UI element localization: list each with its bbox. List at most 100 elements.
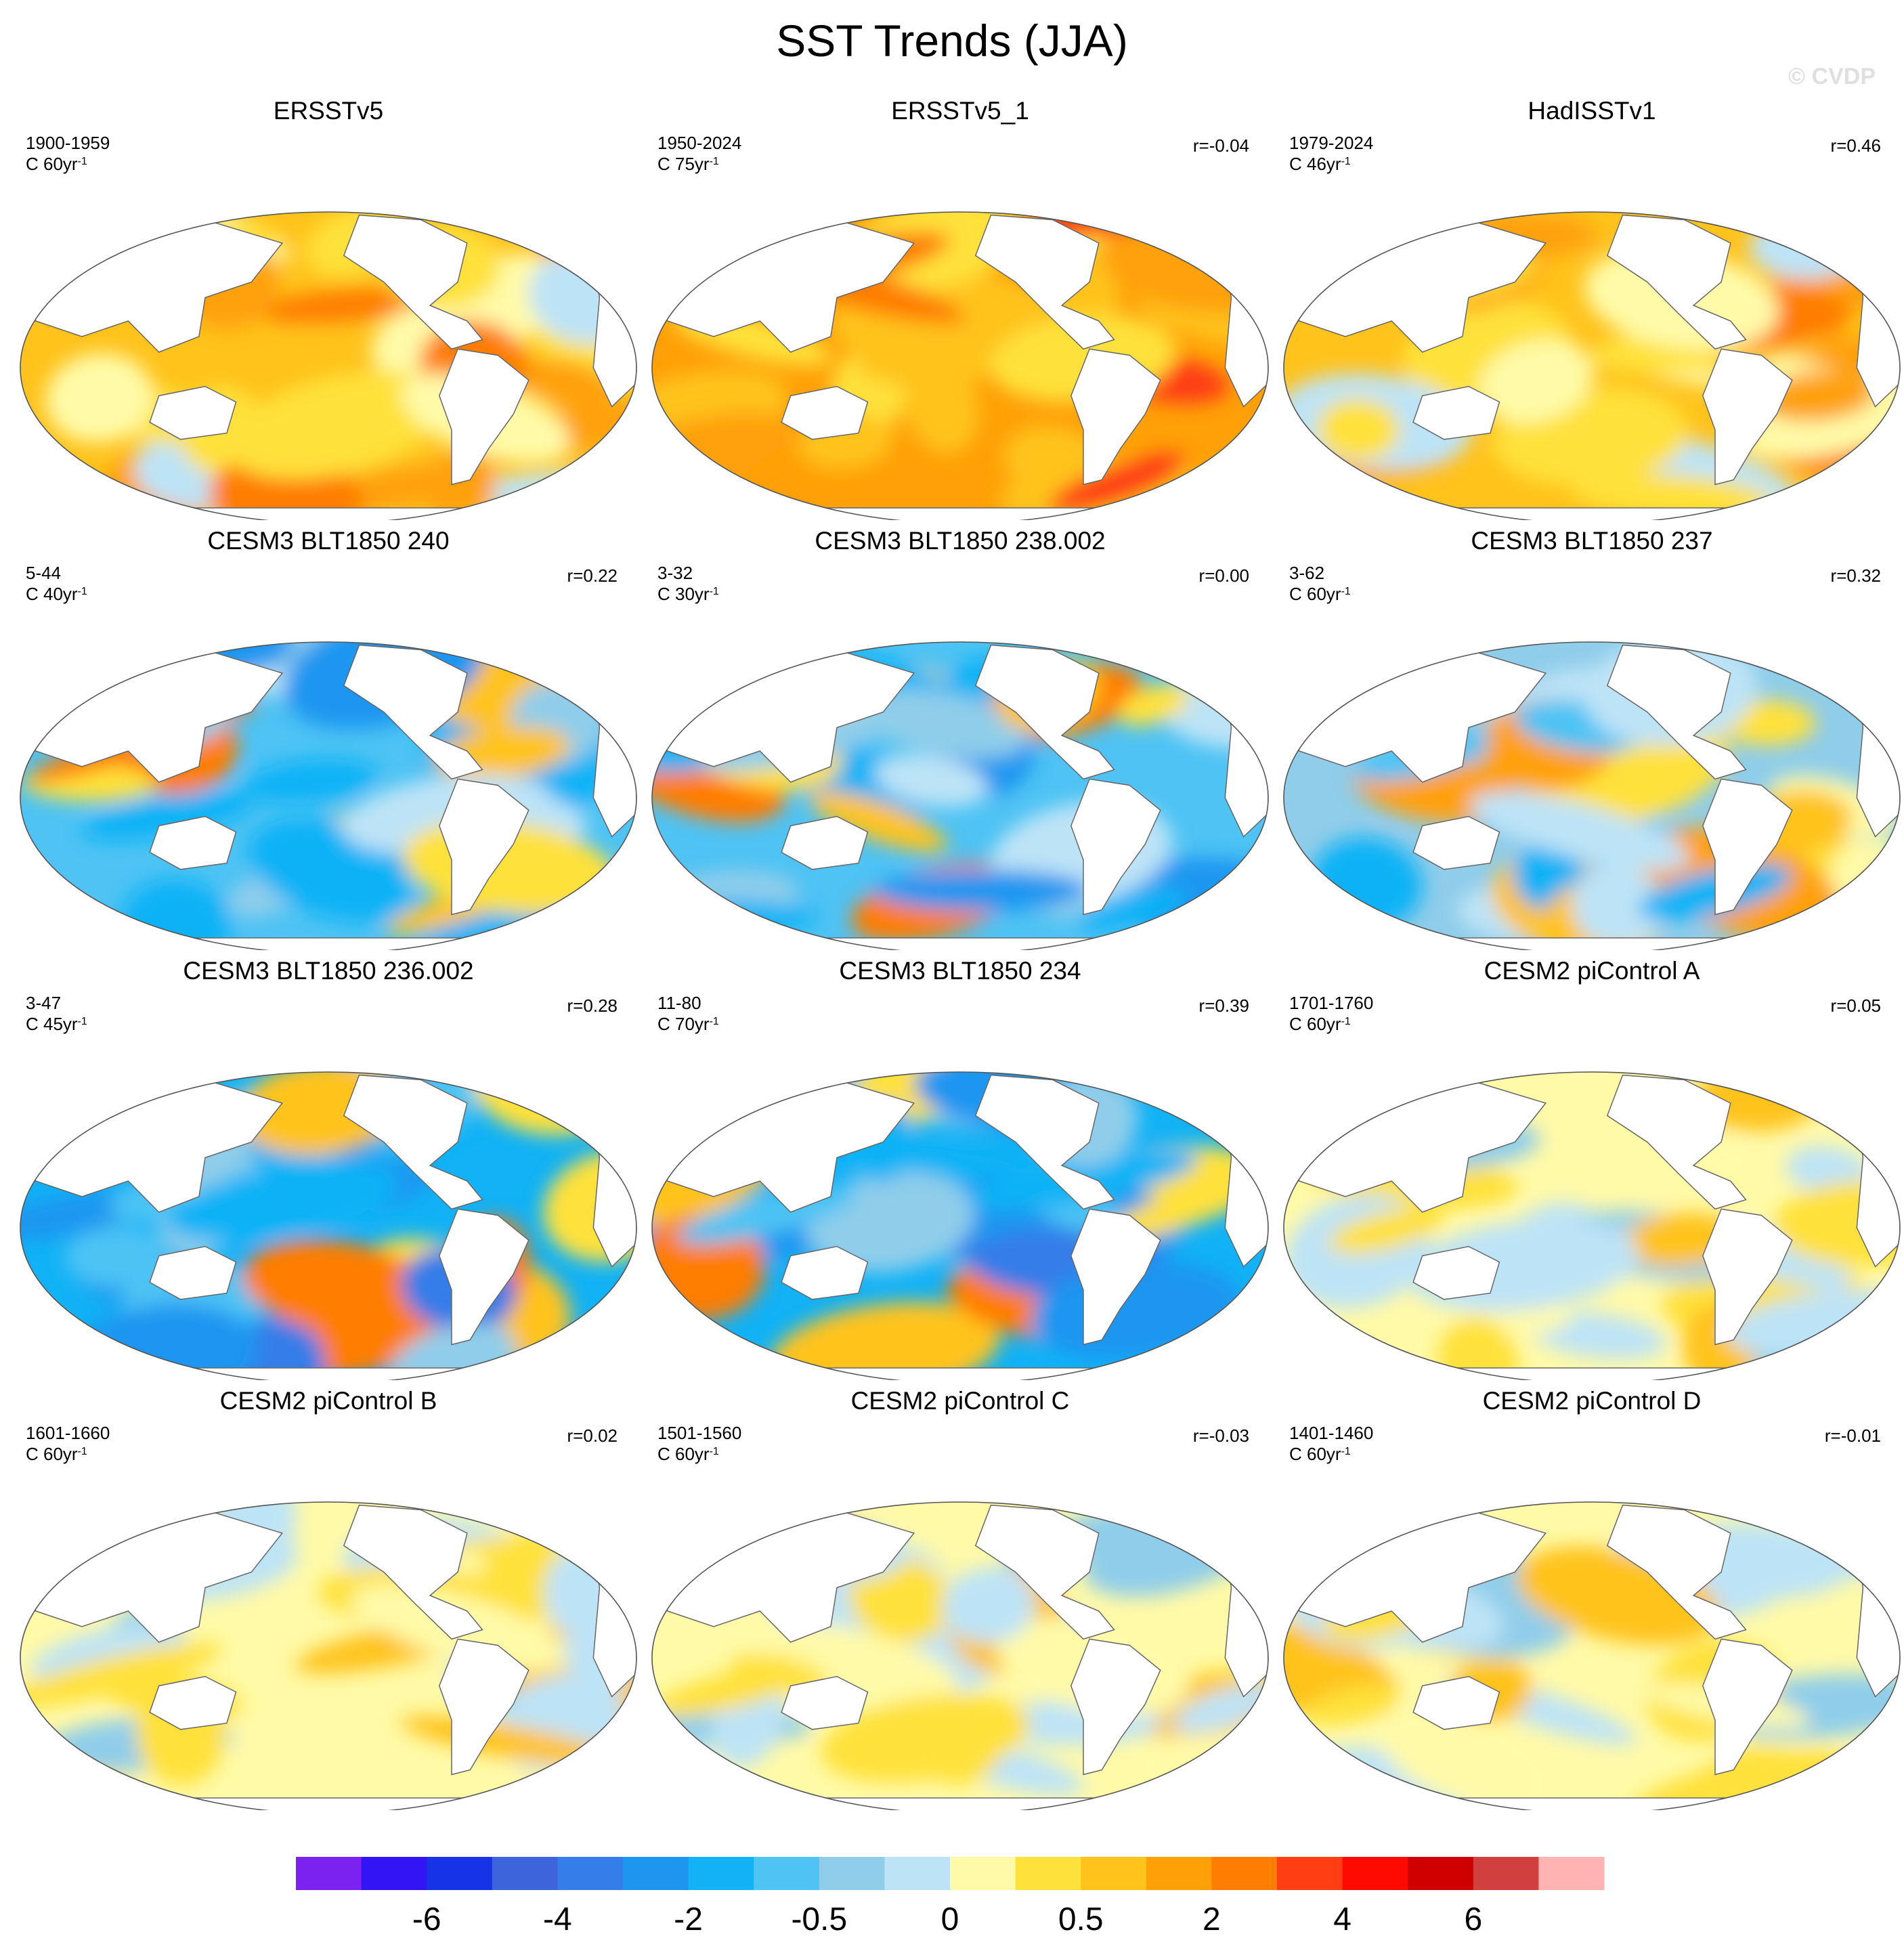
land-mass (1376, 507, 1808, 520)
colorbar-tick-label: -4 (543, 1902, 572, 1937)
sst-anomaly-patch (1172, 1683, 1268, 1734)
land-mass (438, 1208, 529, 1346)
panel-title: CESM2 piControl D (1482, 1387, 1702, 1415)
ocean-field (1284, 212, 1900, 520)
panel-title: CESM3 BLT1850 236.002 (183, 957, 474, 985)
colorbar-tick-label: 0 (941, 1902, 959, 1937)
panel-units-exp: -1 (1341, 156, 1351, 167)
land-mass (343, 214, 483, 350)
sst-anomaly-patch (1317, 398, 1400, 460)
panel-period: 1950-2024 (657, 133, 742, 153)
land-mass (974, 644, 1115, 780)
map-frame (1283, 211, 1901, 520)
panel-meta: 1979-2024 C 46yr-1 (1289, 133, 1373, 175)
land-mass (744, 507, 1176, 520)
land-mass (1702, 1638, 1793, 1776)
panel-corr: r=0.02 (567, 1425, 618, 1446)
map-frame (20, 1071, 637, 1380)
colorbar-tick-label: 0.5 (1058, 1902, 1104, 1937)
land-mass (1412, 815, 1500, 870)
land-mass (1070, 778, 1161, 916)
panel-units-exp: -1 (1341, 1016, 1351, 1027)
land-mass (974, 1074, 1115, 1210)
sst-anomaly-patch (1380, 1709, 1554, 1810)
panel-meta: 5-44 C 40yr-1 (26, 563, 87, 605)
ocean-field (652, 1072, 1268, 1380)
sst-anomaly-patch (1437, 1317, 1519, 1380)
land-mass (781, 385, 869, 440)
panel-corr: r=0.28 (567, 995, 618, 1016)
panel-corr: r=0.46 (1830, 135, 1881, 156)
colorbar-swatch (819, 1857, 885, 1890)
land-mass (1376, 937, 1808, 950)
land-mass (149, 1245, 237, 1300)
panel-units: C 46yr (1289, 154, 1341, 174)
panel-title: CESM3 BLT1850 234 (839, 957, 1081, 985)
panel-period: 5-44 (26, 563, 62, 583)
ocean-field (1284, 1502, 1900, 1810)
panel-units-exp: -1 (77, 1016, 87, 1027)
ocean-field (1284, 642, 1900, 950)
map-frame (1283, 1501, 1901, 1810)
land-mass (438, 348, 529, 486)
panel-title: HadISSTv1 (1528, 97, 1656, 125)
land-mass (1070, 1208, 1161, 1346)
sst-map (20, 211, 637, 520)
land-mass (1702, 778, 1793, 916)
colorbar-swatch (1146, 1857, 1212, 1890)
colorbar-swatch (557, 1857, 624, 1890)
map-frame (651, 641, 1269, 950)
panel-period: 3-47 (26, 993, 62, 1013)
panel-units-exp: -1 (77, 156, 87, 167)
map-panel: HadISSTv1 1979-2024 C 46yr-1 r=0.46 (1276, 97, 1904, 520)
panel-title: CESM2 piControl A (1484, 957, 1700, 985)
colorbar-swatch (296, 1857, 362, 1890)
panel-units-exp: -1 (709, 1446, 719, 1457)
sst-anomaly-patch (1832, 1502, 1900, 1548)
colorbar-swatch (950, 1857, 1016, 1890)
colorbar-swatch (1015, 1857, 1081, 1890)
land-mass (744, 1797, 1176, 1810)
land-mass (1070, 1638, 1161, 1776)
panel-corr: r=0.22 (567, 565, 618, 586)
panel-units-exp: -1 (709, 156, 719, 167)
land-mass (781, 815, 869, 870)
panel-title: CESM3 BLT1850 237 (1471, 527, 1713, 555)
panel-units-exp: -1 (709, 1016, 719, 1027)
map-panel: CESM2 piControl D 1401-1460 C 60yr-1 r=-0… (1276, 1387, 1904, 1810)
land-mass (744, 1367, 1176, 1380)
land-mass (1070, 348, 1161, 486)
panel-title: CESM3 BLT1850 238.002 (815, 527, 1106, 555)
map-panel: CESM2 piControl A 1701-1760 C 60yr-1 r=0.… (1276, 957, 1904, 1380)
sst-map (1283, 1071, 1901, 1380)
land-mass (438, 778, 529, 916)
map-panel: CESM3 BLT1850 234 11-80 C 70yr-1 r=0.39 (644, 957, 1276, 1380)
sst-anomaly-patch (45, 353, 154, 443)
sst-map (651, 1501, 1269, 1810)
map-frame (1283, 1071, 1901, 1380)
sst-anomaly-patch (903, 353, 979, 454)
panel-corr: r=-0.01 (1824, 1425, 1881, 1446)
panel-meta: 1950-2024 C 75yr-1 (657, 133, 741, 175)
land-mass (1412, 1245, 1500, 1300)
panel-period: 3-32 (657, 563, 693, 583)
colorbar-swatch (361, 1857, 427, 1890)
panel-period: 1601-1660 (26, 1423, 110, 1443)
colorbar-tick-label: 4 (1333, 1902, 1351, 1937)
panel-title: CESM2 piControl B (219, 1387, 437, 1415)
land-mass (149, 815, 237, 870)
sst-map (651, 211, 1269, 520)
colorbar-swatch (884, 1857, 951, 1890)
sst-anomaly-patch (740, 1621, 958, 1705)
figure-title: SST Trends (JJA) (776, 16, 1128, 66)
colorbar-swatch (1473, 1857, 1539, 1890)
panel-corr: r=0.05 (1830, 995, 1881, 1016)
colorbar-tick-label: -6 (412, 1902, 441, 1937)
sst-anomaly-patch (31, 1623, 186, 1684)
sst-anomaly-patch (242, 1239, 442, 1337)
sst-anomaly-patch (821, 1694, 1030, 1782)
panel-units-exp: -1 (77, 586, 87, 597)
panel-units: C 40yr (26, 584, 78, 604)
map-frame (651, 1071, 1269, 1380)
sst-anomaly-patch (67, 1304, 259, 1380)
